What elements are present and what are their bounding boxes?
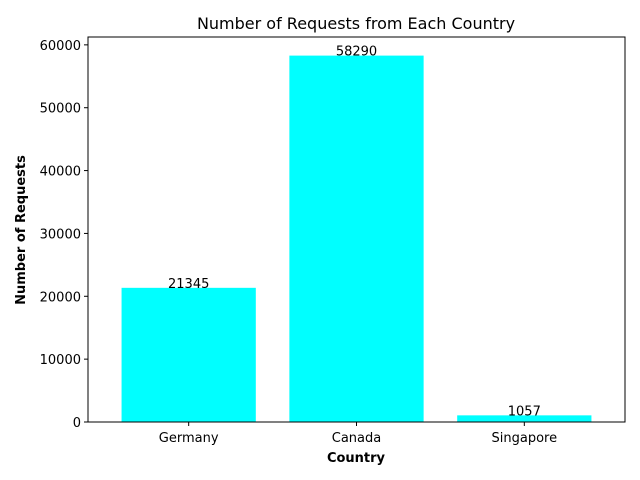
bar-singapore bbox=[457, 415, 592, 422]
data-labels-group: 21345 58290 1057 bbox=[168, 45, 541, 420]
x-axis: Germany Canada Singapore bbox=[159, 422, 557, 446]
bars-group bbox=[121, 55, 592, 422]
data-label-singapore: 1057 bbox=[508, 404, 541, 419]
x-tick-label-singapore: Singapore bbox=[492, 431, 558, 446]
y-tick-label-60000: 60000 bbox=[40, 39, 81, 54]
x-tick-label-germany: Germany bbox=[159, 431, 219, 446]
bar-germany bbox=[121, 287, 256, 422]
x-axis-label: Country bbox=[327, 451, 386, 466]
x-tick-label-canada: Canada bbox=[332, 431, 381, 446]
data-label-germany: 21345 bbox=[168, 277, 209, 292]
y-tick-label-30000: 30000 bbox=[40, 227, 81, 242]
data-label-canada: 58290 bbox=[336, 45, 377, 60]
y-tick-label-20000: 20000 bbox=[40, 290, 81, 305]
bar-canada bbox=[289, 55, 424, 422]
y-axis: 0 10000 20000 30000 40000 50000 60000 bbox=[40, 39, 88, 431]
plot-frame bbox=[87, 36, 626, 423]
y-tick-label-40000: 40000 bbox=[40, 165, 81, 180]
y-tick-label-10000: 10000 bbox=[40, 353, 81, 368]
chart-title: Number of Requests from Each Country bbox=[197, 14, 515, 33]
y-axis-label: Number of Requests bbox=[14, 155, 29, 305]
y-tick-label-50000: 50000 bbox=[40, 102, 81, 117]
y-tick-label-0: 0 bbox=[73, 416, 81, 431]
